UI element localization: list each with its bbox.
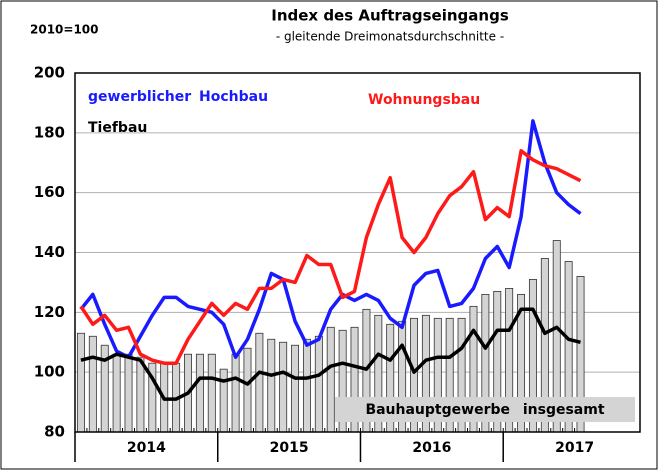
line	[79, 119, 582, 359]
y-tick-label: 180	[34, 123, 65, 141]
bar	[279, 341, 288, 433]
bar	[136, 356, 145, 433]
base-note: 2010=100	[30, 23, 99, 37]
chart-title: Index des Auftragseingangs	[271, 7, 509, 25]
plot-border	[74, 72, 641, 433]
bar	[124, 353, 133, 433]
line	[80, 307, 581, 401]
line	[79, 149, 582, 365]
y-tick-label: 160	[34, 183, 65, 201]
bar	[219, 368, 228, 433]
bar	[314, 335, 323, 433]
legend-label: gewerblicher Hochbau	[88, 89, 268, 105]
legend-box	[335, 397, 635, 422]
bar	[255, 332, 264, 433]
bar	[207, 353, 216, 433]
bar	[195, 353, 204, 433]
bar	[291, 344, 300, 433]
legend-label: Tiefbau	[88, 120, 147, 136]
y-tick-label: 120	[34, 303, 65, 321]
y-tick-label: 200	[34, 64, 65, 82]
bar	[112, 353, 121, 433]
bar	[76, 332, 85, 433]
x-tick-label: 2015	[270, 440, 309, 456]
bar	[326, 326, 335, 433]
bar	[302, 338, 311, 433]
x-tick-label: 2017	[555, 440, 594, 456]
bar	[88, 335, 97, 433]
bar	[243, 347, 252, 433]
y-tick-label: 80	[44, 423, 65, 441]
y-tick-label: 140	[34, 243, 65, 261]
x-tick-label: 2014	[127, 440, 166, 456]
legend-label: Bauhauptgewerbe insgesamt	[365, 402, 604, 418]
x-tick-label: 2016	[412, 440, 451, 456]
chart-subtitle: - gleitende Dreimonatsdurchschnitte -	[276, 30, 504, 44]
y-tick-label: 100	[34, 363, 65, 381]
bar	[231, 353, 240, 433]
legend-label: Wohnungsbau	[368, 92, 480, 108]
bar	[267, 338, 276, 433]
